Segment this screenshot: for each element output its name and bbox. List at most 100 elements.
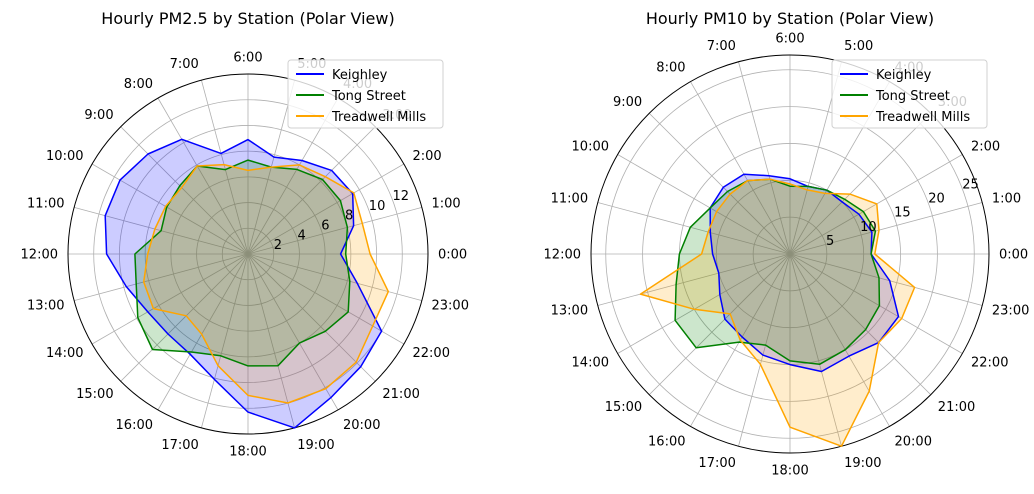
chart-title: Hourly PM2.5 by Station (Polar View) [101, 9, 394, 28]
series-area [134, 160, 350, 366]
angle-tick-label: 16:00 [116, 418, 153, 433]
angular-gridline [201, 253, 249, 428]
angular-gridline [690, 81, 791, 255]
angle-tick-label: 21:00 [382, 387, 419, 402]
series-line [134, 159, 351, 367]
angular-gridline [649, 253, 791, 395]
angle-tick-label: 13:00 [27, 299, 64, 314]
angle-tick-label: 22:00 [971, 356, 1008, 371]
polar-boundary [67, 73, 429, 435]
angle-tick-label: 9:00 [84, 108, 113, 123]
angular-gridline [789, 113, 931, 255]
angle-tick-label: 20:00 [343, 418, 380, 433]
angular-gridline [617, 154, 791, 255]
angular-gridline [91, 163, 249, 255]
series-area [675, 179, 880, 365]
chart-title: Hourly PM10 by Station (Polar View) [646, 9, 934, 28]
angle-tick-label: 18:00 [771, 464, 808, 479]
angular-gridline [91, 253, 249, 345]
series-area [640, 179, 915, 447]
angle-tick-label: 15:00 [76, 387, 113, 402]
radial-tick-label: 2 [274, 238, 282, 253]
radial-tick-label: 15 [894, 206, 911, 221]
series-area [105, 139, 382, 428]
radial-tick-label: 20 [928, 192, 945, 207]
angular-gridline [247, 163, 405, 255]
angular-gridline [157, 97, 249, 255]
angle-tick-label: 8:00 [124, 77, 153, 92]
angular-gridline [789, 253, 931, 395]
angular-gridline [247, 207, 422, 255]
angle-tick-label: 6:00 [775, 32, 804, 47]
angular-gridline [789, 253, 842, 447]
angle-tick-label: 20:00 [895, 435, 932, 450]
legend-label: Treadwell Mills [331, 110, 426, 125]
angular-gridline [120, 253, 249, 382]
angle-tick-label: 23:00 [992, 303, 1029, 318]
angular-gridline [789, 253, 890, 427]
radial-tick-label: 10 [369, 199, 386, 214]
angle-tick-label: 9:00 [613, 95, 642, 110]
series-area [143, 164, 389, 403]
angular-gridline [247, 126, 376, 255]
angle-tick-label: 19:00 [297, 438, 334, 453]
angle-tick-label: 2:00 [413, 149, 442, 164]
legend-label: Keighley [332, 68, 388, 83]
angle-tick-label: 18:00 [229, 445, 266, 460]
series-line [674, 178, 881, 366]
legend-box [831, 59, 988, 129]
angle-tick-label: 0:00 [999, 248, 1028, 263]
angle-tick-label: 10:00 [46, 149, 83, 164]
radial-tick-label: 4 [298, 228, 306, 243]
angle-tick-label: 12:00 [544, 248, 581, 263]
radial-tick-label: 12 [393, 189, 410, 204]
angular-gridline [597, 202, 791, 255]
legend: Keighley Tong Street Treadwell Mills [287, 59, 444, 129]
angular-gridline [247, 253, 295, 428]
angle-tick-label: 11:00 [27, 197, 64, 212]
angular-gridline [157, 253, 249, 411]
angle-tick-label: 16:00 [648, 435, 685, 450]
angle-tick-label: 5:00 [844, 39, 873, 54]
pm25-polar-panel: Hourly PM2.5 by Station (Polar View) 246… [21, 9, 469, 460]
legend-label: Keighley [876, 68, 932, 83]
angle-tick-label: 0:00 [438, 248, 467, 263]
angle-tick-label: 1:00 [992, 192, 1021, 207]
angle-tick-label: 19:00 [844, 456, 881, 471]
angular-gridline [789, 253, 983, 306]
angle-tick-label: 17:00 [161, 438, 198, 453]
radial-tick-label: 10 [860, 220, 877, 235]
angular-gridline [247, 253, 405, 345]
angular-gridline [649, 113, 791, 255]
pm10-polar-panel: Hourly PM10 by Station (Polar View) 5 10 1… [544, 9, 1030, 479]
angular-gridline [201, 80, 249, 255]
angular-gridline [738, 253, 791, 447]
angle-tick-label: 15:00 [605, 400, 642, 415]
angular-gridline [74, 253, 249, 301]
angle-tick-label: 23:00 [432, 299, 469, 314]
radial-tick-label: 8 [345, 209, 353, 224]
angular-gridline [789, 253, 963, 354]
legend-label: Treadwell Mills [875, 110, 970, 125]
angular-gridline [120, 126, 249, 255]
angle-tick-label: 12:00 [21, 248, 58, 263]
legend: Keighley Tong Street Treadwell Mills [831, 59, 988, 129]
angle-tick-label: 22:00 [413, 346, 450, 361]
angle-tick-label: 2:00 [971, 140, 1000, 155]
angle-tick-label: 7:00 [170, 57, 199, 72]
angle-tick-label: 1:00 [432, 197, 461, 212]
angle-tick-label: 7:00 [707, 39, 736, 54]
angular-gridline [247, 253, 339, 411]
series-line [639, 178, 916, 447]
angular-gridline [247, 253, 422, 301]
angle-tick-label: 8:00 [656, 60, 685, 75]
angular-gridline [247, 253, 376, 382]
legend-box [287, 59, 444, 129]
series-line [142, 163, 390, 404]
angle-tick-label: 14:00 [572, 356, 609, 371]
angle-tick-label: 21:00 [938, 400, 975, 415]
radial-tick-label: 25 [962, 178, 979, 193]
radial-tick-label: 5 [826, 234, 834, 249]
angular-gridline [789, 202, 983, 255]
angle-tick-label: 11:00 [551, 192, 588, 207]
